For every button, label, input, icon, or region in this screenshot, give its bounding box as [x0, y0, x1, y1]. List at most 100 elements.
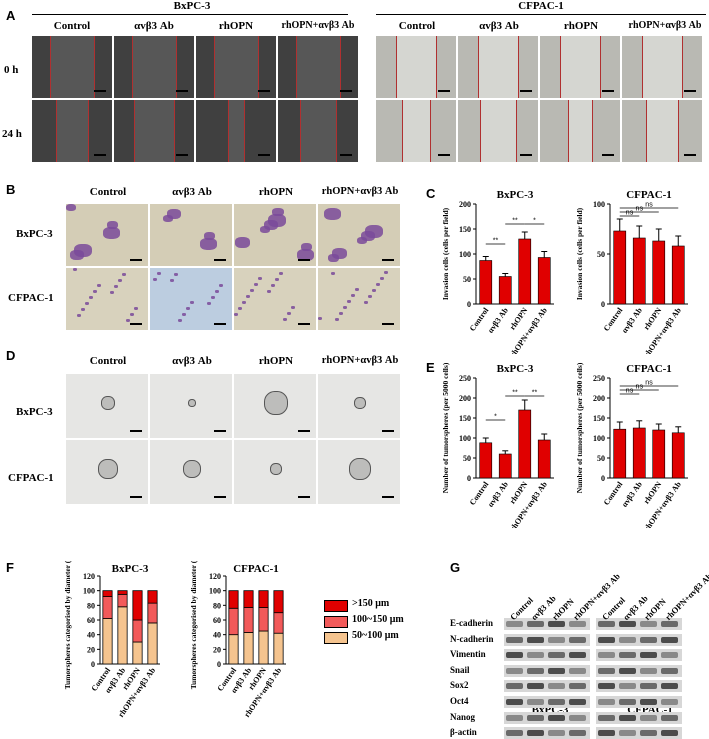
panelA-cf-img-r1-c2-wound — [568, 100, 592, 162]
chart-title: BxPC-3 — [112, 563, 149, 575]
legendF-swatch-gt150 — [324, 600, 348, 612]
panelB-img-r1-c1-cell — [190, 301, 194, 304]
panelG-band-1-1-3 — [661, 636, 678, 643]
panelD-img-r1-c0 — [66, 440, 148, 504]
panelB-img-r1-c0-cell — [110, 291, 114, 294]
sig-label: ** — [512, 390, 518, 397]
panelA-bx-img-r0-c0-edge-right — [94, 36, 95, 98]
panelB-img-r0-c0-cell — [66, 204, 76, 211]
panelD-col-rhopn: rhOPN — [258, 355, 294, 367]
panelA-bx-col-control: Control — [53, 20, 91, 32]
panelB-img-r1-c0-cell — [134, 307, 138, 310]
panelD-img-r1-c0-sphere — [98, 459, 118, 479]
panelB-img-r1-c0-cell — [130, 313, 134, 316]
panelG-band-0-2-1 — [527, 652, 544, 659]
panelG-band-1-2-1 — [619, 652, 636, 659]
panelG-band-0-0-0 — [506, 621, 523, 627]
bar — [498, 453, 512, 479]
panelB-img-r1-c0-cell — [97, 284, 101, 287]
panelG-band-0-1-3 — [569, 636, 586, 643]
bar — [652, 240, 666, 305]
y-tick-label: 150 — [459, 414, 471, 423]
panelB-img-r0-c0-cell — [103, 227, 120, 239]
panelA-bx-col-rhopn-ab: rhOPN+αvβ3 Ab — [281, 20, 355, 31]
panelG-label-E-cadherin: E-cadherin — [450, 618, 494, 628]
bar — [479, 442, 493, 479]
panelB-img-r1-c2-cell — [250, 289, 254, 292]
panelB-img-r0-c3-cell — [332, 248, 347, 259]
panelD-img-r0-c3-sphere — [354, 397, 366, 409]
panelB-img-r1-c3-cell — [343, 306, 347, 309]
panelA-bx-img-r0-c1 — [114, 36, 194, 98]
panelA-cf-col-rhopn: rhOPN — [563, 20, 599, 32]
panelG-band-1-3-1 — [619, 667, 636, 674]
panelD-col-rhopn-ab: rhOPN+αvβ3 Ab — [321, 355, 399, 366]
panelA-cf-img-r1-c2-scalebar — [602, 154, 614, 156]
panelA-cf-img-r0-c2-scalebar — [602, 90, 614, 92]
panelA-cf-col-rhopn-ab: rhOPN+αvβ3 Ab — [628, 20, 702, 31]
panelA-bx-col-rhopn: rhOPN — [218, 20, 254, 32]
y-tick-label: 150 — [459, 225, 471, 234]
panelA-cf-img-r0-c0-scalebar — [438, 90, 450, 92]
bar — [518, 238, 532, 305]
panelD-img-r0-c1-scalebar — [214, 430, 226, 432]
panelG-label-Nanog: Nanog — [450, 711, 476, 722]
y-tick-label: 250 — [459, 374, 471, 383]
panelB-img-r1-c3-cell — [372, 289, 376, 292]
y-tick-label: 150 — [593, 414, 605, 423]
panelG-band-0-6-1 — [527, 714, 544, 721]
panelG-band-0-7-2 — [548, 730, 565, 737]
panelA-group-title-bxpc3: BxPC-3 — [173, 0, 211, 12]
panelB-img-r1-c3-cell — [368, 295, 372, 298]
panelG-strip-0-7 — [504, 727, 590, 739]
panelA-bx-img-r1-c3-scalebar — [340, 154, 352, 156]
panelA-group-title-cfpac1: CFPAC-1 — [518, 0, 564, 12]
panelA-cf-img-r1-c0-edge-right — [430, 100, 431, 162]
panelG-band-1-4-1 — [619, 683, 636, 690]
panelB-img-r0-c2-scalebar — [298, 259, 310, 261]
panelA-cf-img-r1-c1-edge-left — [480, 100, 481, 162]
panelA-bx-img-r1-c2-edge-left — [228, 100, 229, 162]
panelA-bx-img-r1-c2-edge-right — [244, 100, 245, 162]
panelB-col-ab: αvβ3 Ab — [172, 186, 212, 198]
panelD-img-r1-c2 — [234, 440, 316, 504]
panelB-img-r1-c1-cell — [186, 307, 190, 310]
panelB-img-r1-c3-cell — [347, 300, 351, 303]
panelB-img-r1-c0-cell — [81, 308, 85, 311]
y-tick-label: 40 — [87, 631, 95, 640]
y-tick-label: 50 — [463, 454, 471, 463]
panelG-band-1-5-3 — [661, 699, 678, 705]
panelD-row-cfpac1: CFPAC-1 — [8, 472, 54, 484]
panelA-cf-img-r0-c2-wound — [560, 36, 600, 98]
panelA-bx-img-r0-c0-scalebar — [94, 90, 106, 92]
panelG-band-1-2-2 — [640, 652, 657, 659]
panelG-band-0-4-2 — [548, 683, 565, 690]
stacked-bar-segment — [258, 590, 269, 608]
panelG-label-Snail: Snail — [450, 664, 470, 675]
stacked-bar-segment — [243, 632, 254, 665]
panelG-label-Vimentin: Vimentin — [450, 649, 486, 660]
y-tick-label: 120 — [83, 572, 95, 581]
panelA-cf-img-r0-c1 — [458, 36, 538, 98]
panelB-img-r1-c0-cell — [89, 296, 93, 299]
sig-label: ns — [636, 206, 644, 213]
panelD-col-ab: αvβ3 Ab — [172, 355, 212, 367]
panelB-img-r1-c0-scalebar — [130, 323, 142, 325]
panelG-band-1-7-3 — [661, 730, 678, 737]
panelA-cf-img-r1-c2-edge-left — [568, 100, 569, 162]
sig-label: * — [533, 218, 536, 225]
panelA-cf-img-r0-c3 — [622, 36, 702, 98]
panelB-img-r0-c3-cell — [324, 208, 341, 220]
panelA-bx-img-r1-c1-edge-left — [134, 100, 135, 162]
panelB-img-r1-c3-cell — [351, 294, 355, 297]
panelA-bx-img-r1-c0 — [32, 100, 112, 162]
sig-label: ns — [626, 388, 634, 395]
stacked-bar-segment — [273, 590, 284, 614]
panelB-img-r1-c2-cell — [238, 307, 242, 310]
panelA-cf-img-r1-c1-scalebar — [520, 154, 532, 156]
panelA-row-24h: 24 h — [2, 128, 22, 140]
panelB-img-r1-c3-cell — [335, 318, 339, 321]
panelG-band-0-0-1 — [527, 621, 544, 627]
panelG-band-0-7-0 — [506, 730, 523, 737]
panelB-img-r1-c1-cell — [157, 272, 161, 275]
